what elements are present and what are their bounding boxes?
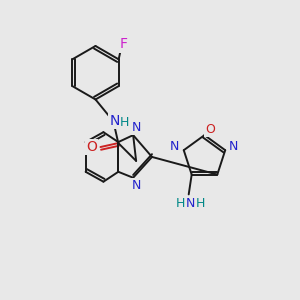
- Text: H: H: [176, 197, 185, 210]
- Text: N: N: [109, 114, 119, 128]
- Text: N: N: [131, 121, 141, 134]
- Text: O: O: [206, 123, 215, 136]
- Text: H: H: [196, 197, 205, 210]
- Text: N: N: [229, 140, 238, 153]
- Text: H: H: [120, 116, 129, 129]
- Text: O: O: [86, 140, 97, 154]
- Text: N: N: [186, 197, 195, 210]
- Text: N: N: [131, 179, 141, 192]
- Text: F: F: [120, 38, 128, 52]
- Text: N: N: [170, 140, 179, 153]
